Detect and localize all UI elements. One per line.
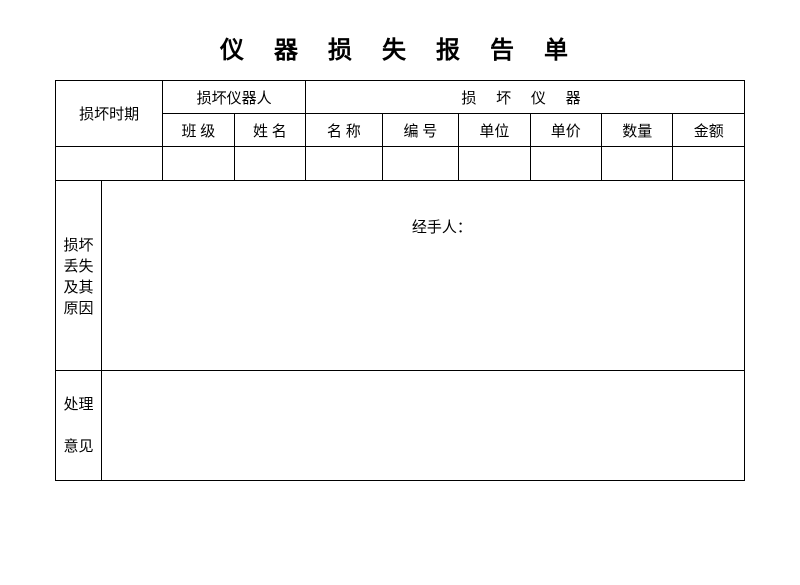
label-opinion: 处理 意见 [56, 371, 102, 481]
cell-amount [673, 147, 745, 181]
cell-reason-content: 经手人： [101, 181, 744, 371]
header-qty: 数量 [602, 114, 673, 147]
cell-item-no [382, 147, 459, 181]
header-instrument-group: 损 坏 仪 器 [306, 81, 745, 114]
header-class: 班 级 [163, 114, 234, 147]
header-item-no: 编 号 [382, 114, 459, 147]
form-title: 仪 器 损 失 报 告 单 [55, 30, 745, 65]
cell-price [530, 147, 601, 181]
cell-opinion-content [101, 371, 744, 481]
header-unit: 单位 [459, 114, 530, 147]
cell-period [56, 147, 163, 181]
label-reason: 损坏丢失及其原因 [56, 181, 102, 371]
cell-item-name [306, 147, 383, 181]
header-name: 姓 名 [234, 114, 305, 147]
cell-name [234, 147, 305, 181]
header-item-name: 名 称 [306, 114, 383, 147]
cell-class [163, 147, 234, 181]
header-damage-period: 损坏时期 [56, 81, 163, 147]
opinion-line2: 意见 [56, 426, 101, 468]
cell-unit [459, 147, 530, 181]
report-table: 损坏时期 损坏仪器人 损 坏 仪 器 班 级 姓 名 名 称 编 号 单位 单价… [55, 80, 745, 481]
header-amount: 金额 [673, 114, 745, 147]
header-price: 单价 [530, 114, 601, 147]
cell-qty [602, 147, 673, 181]
header-person-group: 损坏仪器人 [163, 81, 306, 114]
opinion-line1: 处理 [56, 384, 101, 426]
